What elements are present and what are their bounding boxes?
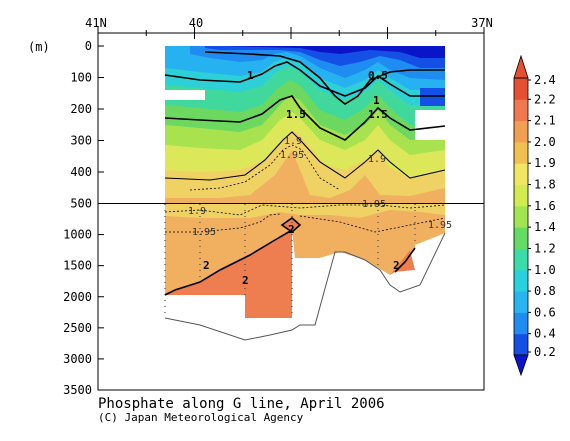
fill-lower-red-left (165, 230, 292, 318)
contour-label: 2 (203, 259, 210, 272)
y-tick-label: 500 (70, 197, 92, 211)
contour-lines (164, 51, 446, 296)
contour-line-1.5 (164, 95, 446, 141)
colorbar-label: 2.1 (534, 114, 556, 128)
station-markers (164, 204, 416, 318)
top-axis-ticks (97, 27, 485, 39)
contour-line-lower-1.9 (164, 204, 446, 216)
contour-line-lower-2 (164, 229, 293, 296)
y-tick-label: 100 (70, 71, 92, 85)
fill-lower-orange (165, 204, 445, 293)
y-tick-label: 400 (70, 165, 92, 179)
colorbar-top-cap (513, 54, 529, 79)
colorbar-frame (513, 77, 529, 356)
colorbar-segment (514, 269, 528, 292)
contour-labels: 1 0.5 1 1.5 1.5 1.9 1.95 1.9 1.9 1.95 1.… (188, 69, 452, 287)
y-tick-label: 2000 (63, 290, 92, 304)
y-axis-unit: (m) (28, 40, 50, 54)
chart-title: Phosphate along G line, April 2006 (98, 396, 385, 412)
colorbar-label: 0.8 (534, 284, 556, 298)
contour-label: 1.95 (362, 199, 386, 210)
colorbar-label: 2.2 (534, 92, 556, 106)
fill-lower-yellow (165, 204, 445, 218)
contour-label: 1.95 (280, 150, 304, 161)
y-tick-label: 3000 (63, 352, 92, 366)
fill-band-0.4 (205, 46, 445, 68)
contour-label: 1.95 (428, 220, 452, 231)
data-gap-lower-center (295, 252, 375, 325)
bottom-topography (164, 232, 446, 341)
colorbar-label: 0.6 (534, 305, 556, 319)
y-tick-label: 3500 (63, 383, 92, 397)
contour-line-lower-1.95 (165, 213, 446, 233)
colorbar-segment (514, 227, 528, 249)
colorbar-label: 1.9 (534, 156, 556, 170)
data-gap-lower-right (395, 233, 445, 300)
colorbar-segment (514, 312, 528, 335)
colorbar-segment (514, 333, 528, 356)
y-axis: 0 100 200 300 400 500 1000 1500 2000 2500 3000 3500 (63, 39, 104, 397)
colorbar-label: 1.0 (534, 263, 556, 277)
colorbar-label: 0.2 (534, 345, 556, 359)
contour-line-1.9 (164, 131, 446, 181)
y-tick-label: 1500 (63, 259, 92, 273)
section-fill (165, 46, 445, 325)
colorbar-segment (514, 248, 528, 271)
contour-line-lower-2-right (394, 247, 416, 273)
fill-patch-blue-right (420, 88, 445, 106)
colorbar-segment (514, 78, 528, 100)
y-tick-label: 2500 (63, 321, 92, 335)
y-tick-label: 300 (70, 134, 92, 148)
contour-line-0.5 (204, 51, 445, 105)
colorbar-label: 1.8 (534, 178, 556, 192)
data-gap-upper-left (165, 90, 205, 100)
colorbar-segment (514, 163, 528, 186)
contour-label: 2 (393, 259, 400, 272)
contour-line-1.95 (189, 144, 341, 191)
colorbar-label: 1.2 (534, 241, 556, 255)
chart-credit: (C) Japan Meteorological Agency (98, 411, 304, 424)
fill-band-0.2 (225, 46, 445, 58)
colorbar: 0.2 0.4 0.6 0.8 1.0 1.2 1.4 1.6 1.8 1.9 2.0 2.1 2.2 2… (513, 54, 556, 377)
y-tick-label: 0 (85, 39, 92, 53)
colorbar-label: 2.4 (534, 73, 556, 87)
contour-label: 0.5 (368, 69, 388, 82)
contour-label: 1.95 (192, 227, 216, 238)
contour-label: 2 (242, 274, 249, 287)
colorbar-segment (514, 120, 528, 143)
contour-label: 1.9 (368, 154, 386, 165)
y-tick-label: 200 (70, 102, 92, 116)
colorbar-label: 2.0 (534, 135, 556, 149)
contour-label: 1.5 (368, 108, 388, 121)
colorbar-label: 1.6 (534, 199, 556, 213)
top-axis-label-40: 40 (189, 16, 203, 30)
contour-label: 2 (288, 223, 295, 236)
top-axis-label-37N: 37N (471, 16, 493, 30)
top-axis-label-41N: 41N (85, 16, 107, 30)
top-axis: 41N 40 37N (85, 16, 493, 39)
contour-label: 1 (247, 69, 254, 82)
colorbar-segment (514, 184, 528, 207)
colorbar-segment (514, 291, 528, 313)
contour-label: 1.9 (284, 136, 302, 147)
contour-line-lower-2-center (280, 216, 302, 234)
colorbar-segment (514, 141, 528, 164)
contour-label: 1.5 (286, 108, 306, 121)
y-tick-label: 1000 (63, 228, 92, 242)
contour-line-1 (164, 61, 445, 97)
colorbar-segment (514, 205, 528, 228)
colorbar-bottom-cap (513, 354, 529, 377)
colorbar-segment (514, 99, 528, 122)
contour-label: 1.9 (188, 206, 206, 217)
contour-label: 1 (373, 94, 380, 107)
colorbar-label: 1.4 (534, 220, 556, 234)
colorbar-label: 0.4 (534, 327, 556, 341)
data-gap-upper-right (415, 110, 445, 140)
